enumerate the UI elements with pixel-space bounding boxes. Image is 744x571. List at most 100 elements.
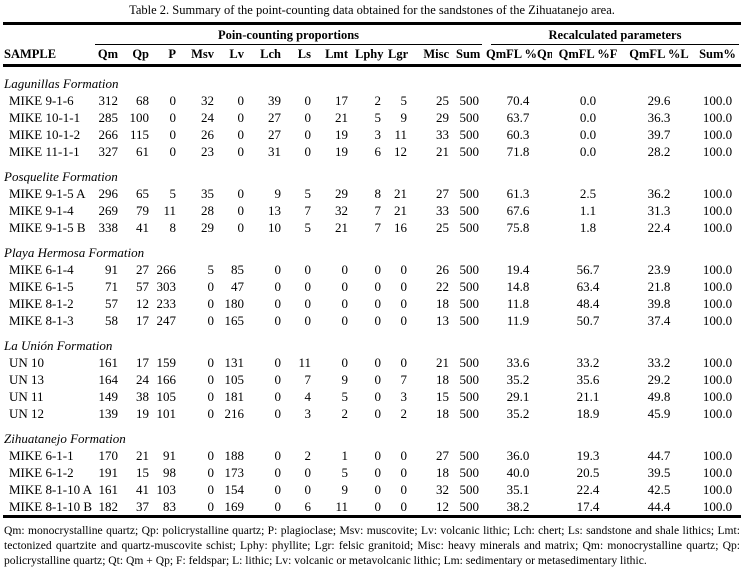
column-header-qmfl-qm: QmFL %Qm <box>484 46 552 67</box>
sample-cell: MIKE 8-1-2 <box>9 296 74 311</box>
value-cell: 19 <box>335 127 348 142</box>
value-cell: 0 <box>207 389 215 404</box>
value-cell: 0 <box>274 313 282 328</box>
value-cell: 19 <box>136 406 149 421</box>
value-cell: 37 <box>136 499 149 514</box>
value-cell: 6 <box>304 499 312 514</box>
value-cell: 47 <box>231 279 244 294</box>
value-cell: 0 <box>374 389 382 404</box>
value-cell: 0 <box>207 406 215 421</box>
value-cell: 0 <box>304 296 312 311</box>
sample-cell: UN 13 <box>9 372 45 387</box>
value-cell: 0 <box>207 313 215 328</box>
value-cell: 70.4 <box>506 93 530 108</box>
value-cell: 0 <box>341 296 349 311</box>
value-cell: 0 <box>374 279 382 294</box>
value-cell: 1.1 <box>579 203 597 218</box>
value-cell: 18 <box>436 372 449 387</box>
value-cell: 216 <box>224 406 245 421</box>
sample-cell: MIKE 10-1-1 <box>9 110 81 125</box>
value-cell: 41 <box>136 482 149 497</box>
value-cell: 0 <box>237 144 245 159</box>
value-cell: 0 <box>374 448 382 463</box>
column-header-lch: Lch <box>249 46 286 67</box>
value-cell: 2 <box>304 448 312 463</box>
value-cell: 5 <box>207 262 215 277</box>
value-cell: 101 <box>156 406 177 421</box>
value-cell: 33.6 <box>506 355 530 370</box>
value-cell: 2 <box>341 406 349 421</box>
value-cell: 100.0 <box>702 296 733 311</box>
value-cell: 303 <box>156 279 177 294</box>
value-cell: 49.8 <box>647 389 671 404</box>
value-cell: 500 <box>459 313 480 328</box>
value-cell: 15 <box>136 465 149 480</box>
value-cell: 21.8 <box>647 279 671 294</box>
value-cell: 149 <box>98 389 119 404</box>
value-cell: 233 <box>156 296 177 311</box>
value-cell: 29 <box>436 110 449 125</box>
value-cell: 39.7 <box>647 127 671 142</box>
sample-cell: MIKE 8-1-10 A <box>9 482 93 497</box>
value-cell: 500 <box>459 465 480 480</box>
value-cell: 50.7 <box>576 313 600 328</box>
value-cell: 100.0 <box>702 313 733 328</box>
value-cell: 22.4 <box>647 220 671 235</box>
value-cell: 10 <box>268 220 281 235</box>
value-cell: 13 <box>436 313 449 328</box>
formation-label: Zihuatanejo Formation <box>4 431 126 446</box>
value-cell: 17 <box>136 313 149 328</box>
value-cell: 0 <box>304 127 312 142</box>
value-cell: 327 <box>98 144 119 159</box>
value-cell: 0 <box>304 465 312 480</box>
value-cell: 159 <box>156 355 177 370</box>
value-cell: 0 <box>207 482 215 497</box>
value-cell: 169 <box>224 499 245 514</box>
value-cell: 61 <box>136 144 149 159</box>
value-cell: 247 <box>156 313 177 328</box>
value-cell: 500 <box>459 127 480 142</box>
column-header-sum: Sum <box>454 46 484 67</box>
value-cell: 5 <box>304 220 312 235</box>
value-cell: 0 <box>237 186 245 201</box>
value-cell: 56.7 <box>576 262 600 277</box>
value-cell: 1 <box>341 448 349 463</box>
value-cell: 25 <box>436 220 449 235</box>
value-cell: 3 <box>374 127 382 142</box>
value-cell: 500 <box>459 144 480 159</box>
value-cell: 33 <box>436 127 449 142</box>
value-cell: 7 <box>400 372 408 387</box>
table-body: Lagunillas Formation MIKE 9-1-6 312 68 0 32 0 3… <box>3 66 741 517</box>
formation-label: Playa Hermosa Formation <box>4 245 145 260</box>
value-cell: 33.2 <box>576 355 600 370</box>
value-cell: 63.4 <box>576 279 600 294</box>
value-cell: 21 <box>436 144 449 159</box>
value-cell: 269 <box>98 203 119 218</box>
page: Table 2. Summary of the point-counting d… <box>3 0 742 568</box>
value-cell: 100 <box>129 110 150 125</box>
value-cell: 17.4 <box>576 499 600 514</box>
value-cell: 23.9 <box>647 262 671 277</box>
value-cell: 0 <box>274 296 282 311</box>
value-cell: 75.8 <box>506 220 530 235</box>
value-cell: 9 <box>341 482 349 497</box>
sample-cell: MIKE 8-1-10 B <box>9 499 93 514</box>
value-cell: 0 <box>274 465 282 480</box>
value-cell: 0 <box>207 499 215 514</box>
value-cell: 4 <box>304 389 312 404</box>
value-cell: 21 <box>394 186 407 201</box>
value-cell: 29 <box>201 220 214 235</box>
value-cell: 71.8 <box>506 144 530 159</box>
formation-row: Playa Hermosa Formation <box>3 236 741 261</box>
value-cell: 161 <box>98 355 119 370</box>
value-cell: 266 <box>156 262 177 277</box>
value-cell: 67.6 <box>506 203 530 218</box>
value-cell: 35.1 <box>506 482 530 497</box>
value-cell: 17 <box>335 93 348 108</box>
column-header-qmfl-l: QmFL %L <box>624 46 694 67</box>
column-header-misc: Misc <box>412 46 454 67</box>
sample-cell: MIKE 6-1-2 <box>9 465 74 480</box>
value-cell: 0 <box>341 313 349 328</box>
value-cell: 0 <box>207 465 215 480</box>
value-cell: 11 <box>394 127 407 142</box>
